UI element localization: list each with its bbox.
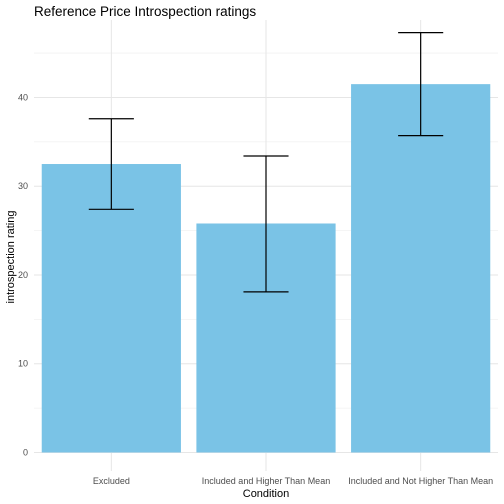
y-axis-title: introspection rating	[5, 211, 17, 304]
x-tick-label: Included and Higher Than Mean	[202, 476, 330, 486]
y-tick-label: 0	[23, 448, 28, 458]
x-tick-label: Excluded	[93, 476, 130, 486]
y-tick-labels: 0 10 20 30 40	[18, 92, 28, 457]
y-tick-label: 30	[18, 181, 28, 191]
y-tick-label: 40	[18, 92, 28, 102]
y-tick-label: 20	[18, 270, 28, 280]
chart-title: Reference Price Introspection ratings	[34, 4, 256, 19]
x-tick-label: Included and Not Higher Than Mean	[348, 476, 493, 486]
x-tick-labels: Excluded Included and Higher Than Mean Inc…	[93, 476, 493, 486]
y-tick-label: 10	[18, 359, 28, 369]
x-axis-title: Condition	[243, 488, 289, 500]
bar-3	[351, 84, 490, 452]
